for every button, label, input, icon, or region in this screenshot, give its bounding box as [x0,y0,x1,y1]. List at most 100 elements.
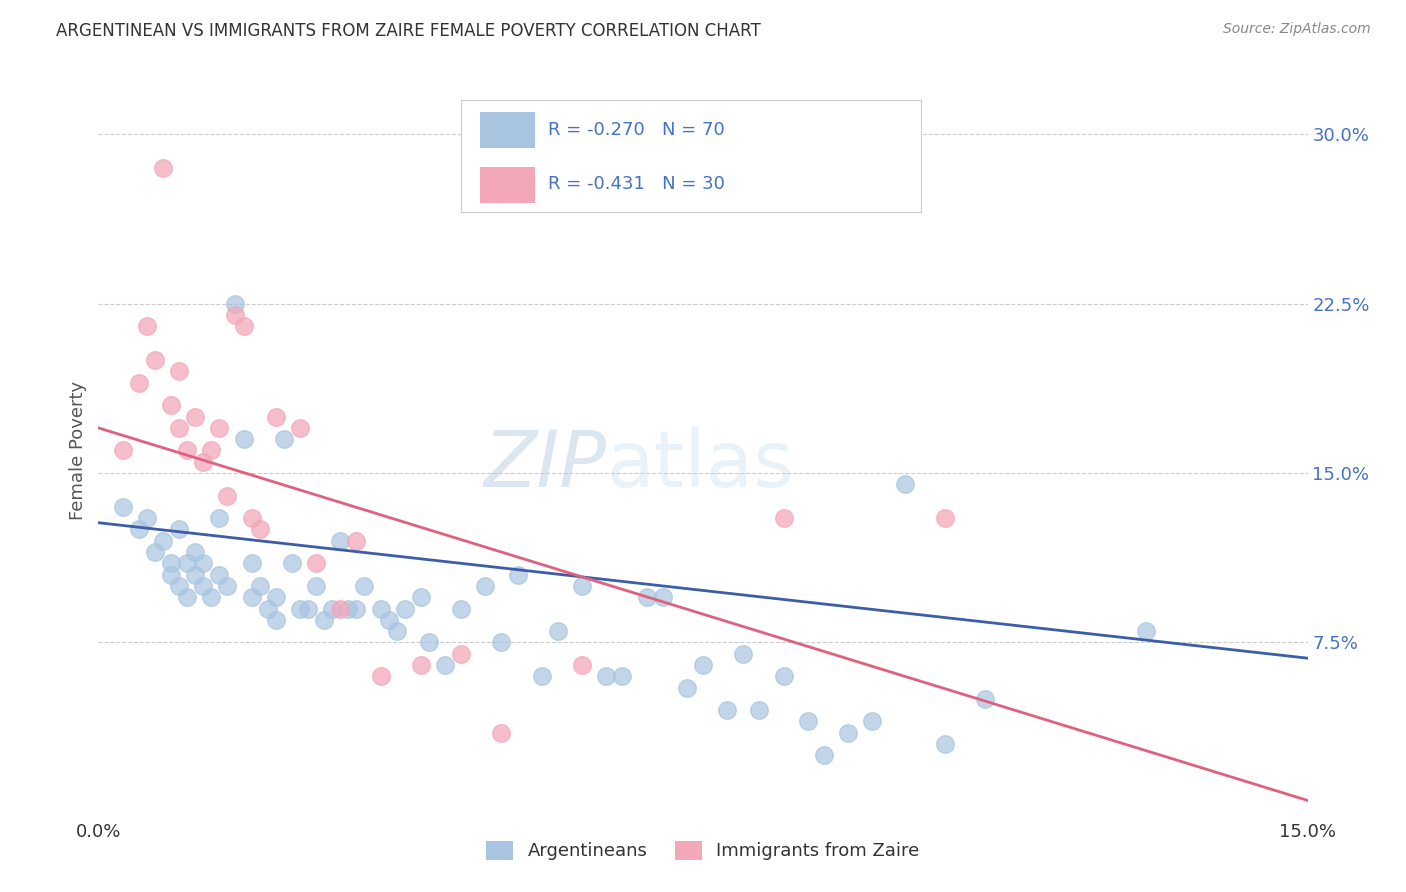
Point [813,748,835,763]
Point [636,591,658,605]
Point [128,376,150,390]
Point [160,567,183,582]
Point [264,409,287,424]
Point [208,567,231,582]
Point [111,443,134,458]
Point [934,511,956,525]
Point [128,523,150,537]
Point [143,353,166,368]
Point [612,669,634,683]
Point [249,523,271,537]
Point [184,567,207,582]
Point [176,443,198,458]
Point [264,613,287,627]
Point [256,601,278,615]
Point [193,455,215,469]
Point [193,557,215,571]
Point [217,489,239,503]
Point [1135,624,1157,639]
Point [264,591,287,605]
Point [167,364,190,378]
Point [111,500,134,514]
Text: Source: ZipAtlas.com: Source: ZipAtlas.com [1223,22,1371,37]
Y-axis label: Female Poverty: Female Poverty [69,381,87,520]
Point [651,591,673,605]
Point [288,421,311,435]
Point [135,319,157,334]
Point [934,737,956,751]
Point [434,657,457,672]
Point [860,714,883,729]
Point [418,635,440,649]
Point [329,533,352,548]
Point [167,579,190,593]
Point [224,296,246,310]
Point [571,579,593,593]
Point [160,398,183,412]
Point [506,567,529,582]
Legend: Argentineans, Immigrants from Zaire: Argentineans, Immigrants from Zaire [479,834,927,868]
Point [474,579,496,593]
Point [143,545,166,559]
Point [716,703,738,717]
Point [692,657,714,672]
Point [491,725,513,739]
Point [321,601,343,615]
Point [152,533,174,548]
Point [353,579,375,593]
Point [748,703,770,717]
Point [530,669,553,683]
Point [377,613,399,627]
Point [240,591,263,605]
Point [240,557,263,571]
Point [344,533,367,548]
Point [273,432,295,446]
Point [224,308,246,322]
Point [184,409,207,424]
Point [281,557,304,571]
Point [305,557,328,571]
Point [409,657,432,672]
Point [344,601,367,615]
Point [249,579,271,593]
Point [200,591,222,605]
Text: atlas: atlas [606,427,794,503]
Point [314,613,336,627]
Point [676,681,699,695]
Point [167,523,190,537]
Point [409,591,432,605]
Point [135,511,157,525]
Point [176,557,198,571]
Point [450,601,472,615]
Point [571,657,593,672]
Point [217,579,239,593]
Point [370,601,392,615]
Point [240,511,263,525]
Point [893,477,915,491]
Point [974,691,997,706]
Point [837,725,859,739]
Point [394,601,416,615]
Point [193,579,215,593]
Point [232,319,254,334]
Point [547,624,569,639]
Point [160,557,183,571]
Point [167,421,190,435]
Point [772,511,794,525]
Point [152,161,174,176]
Point [176,591,198,605]
Point [370,669,392,683]
Point [797,714,820,729]
Point [491,635,513,649]
Point [329,601,352,615]
Point [337,601,360,615]
Point [200,443,222,458]
Point [772,669,794,683]
Point [232,432,254,446]
Point [184,545,207,559]
Point [733,647,755,661]
Text: ARGENTINEAN VS IMMIGRANTS FROM ZAIRE FEMALE POVERTY CORRELATION CHART: ARGENTINEAN VS IMMIGRANTS FROM ZAIRE FEM… [56,22,761,40]
Point [208,511,231,525]
Point [385,624,408,639]
Point [450,647,472,661]
